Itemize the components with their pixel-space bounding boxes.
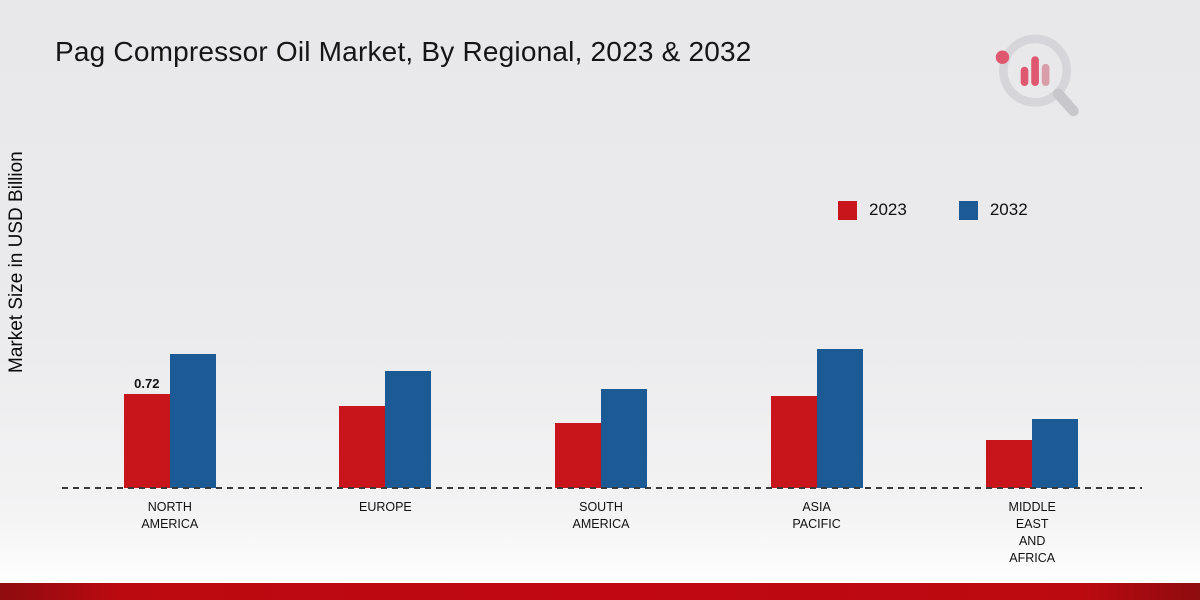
bar-2032-europe	[385, 371, 432, 488]
bar-2032-asia-pacific	[816, 349, 863, 488]
category-label-asia-pacific: ASIA PACIFIC	[792, 500, 841, 531]
bar-2023-north-america: 0.72	[123, 376, 170, 488]
category-label-south-america: SOUTH AMERICA	[572, 500, 630, 531]
footer-bar	[0, 583, 1200, 600]
bar-2032-south-america	[600, 389, 647, 488]
bar-pair	[339, 371, 432, 488]
category-label-europe: EUROPE	[358, 500, 412, 514]
bar-2032-north-america	[169, 354, 216, 488]
legend-item-2023: 2023	[838, 200, 907, 220]
bar-group-north-america: 0.72 NORTH AMERICA	[123, 354, 216, 531]
bar-pair	[554, 389, 647, 488]
bar-2023-middle-east-and-africa	[986, 440, 1033, 488]
legend-item-2032: 2032	[958, 200, 1028, 220]
legend-label-2023: 2023	[869, 200, 907, 219]
chart-title: Pag Compressor Oil Market, By Regional, …	[55, 36, 752, 67]
bar-groups: 0.72 NORTH AMERICA EUROPE SOUTH AMERICA ASIA PA…	[62, 330, 1140, 565]
legend-label-2032: 2032	[989, 200, 1028, 219]
legend-swatch-2032	[958, 200, 978, 220]
bar-pair	[986, 419, 1079, 488]
y-axis-label: Market Size in USD Billion	[6, 151, 27, 374]
bar-pair	[770, 349, 863, 488]
x-axis-baseline	[62, 487, 1142, 489]
category-label-middle-east-and-africa: MIDDLE EAST AND AFRICA	[1008, 500, 1056, 565]
brand-logo-icon	[989, 28, 1085, 120]
legend: 2023 2032	[838, 200, 1028, 220]
bar-2023-south-america	[554, 423, 601, 488]
bar-value-label: 0.72	[134, 376, 160, 391]
bar-group-asia-pacific: ASIA PACIFIC	[770, 349, 863, 531]
bar-group-south-america: SOUTH AMERICA	[554, 389, 647, 531]
bar-group-europe: EUROPE	[339, 371, 432, 514]
category-label-north-america: NORTH AMERICA	[141, 500, 199, 531]
bar-group-middle-east-and-africa: MIDDLE EAST AND AFRICA	[986, 419, 1079, 565]
bar-2023-europe	[339, 406, 386, 488]
bar-2032-middle-east-and-africa	[1032, 419, 1079, 488]
legend-swatch-2023	[838, 200, 857, 220]
bar-pair: 0.72	[123, 354, 216, 488]
bar-2023-asia-pacific	[770, 396, 817, 488]
